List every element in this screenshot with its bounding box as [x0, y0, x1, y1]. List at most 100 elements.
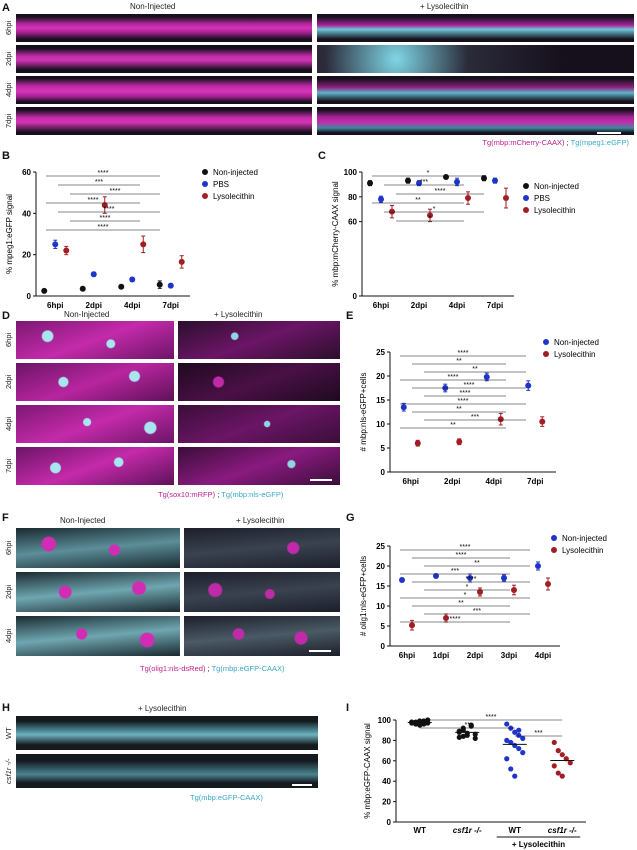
micrograph-d-nonInj-7dpi — [16, 447, 174, 485]
col-header-right-d: + Lysolecithin — [214, 310, 263, 319]
significance-label: **** — [450, 616, 461, 623]
data-point — [101, 202, 108, 209]
data-point — [520, 750, 526, 756]
y-axis-label: % mbp:eGFP-CAAX signal — [363, 723, 372, 819]
micrograph-a-lyso-6hpi — [317, 14, 634, 42]
data-point — [467, 575, 473, 581]
data-point — [456, 734, 462, 740]
micrograph-a-nonInj-6hpi — [16, 14, 312, 42]
y-tick-label: 100 — [378, 716, 392, 725]
y-tick-label: 25 — [376, 542, 385, 551]
y-tick-label: 60 — [382, 757, 391, 766]
x-tick-label: WT — [509, 826, 522, 835]
significance-label: **** — [458, 350, 469, 357]
data-point — [409, 719, 415, 725]
x-tick-label: 4dpi — [486, 477, 502, 486]
significance-label: * — [433, 206, 436, 213]
data-point — [545, 581, 551, 587]
y-tick-label: 0 — [27, 292, 32, 301]
significance-label: **** — [88, 197, 99, 204]
significance-label: ** — [474, 560, 480, 567]
data-point — [512, 729, 518, 735]
data-point — [539, 418, 546, 425]
x-tick-label: 2dpi — [467, 651, 483, 660]
panel-label-i: I — [346, 702, 350, 714]
y-tick-label: 100 — [344, 168, 358, 177]
legend-label: PBS — [213, 180, 229, 189]
significance-label: **** — [98, 224, 109, 231]
scale-bar — [292, 784, 312, 786]
x-tick-label: 2dpi — [86, 301, 102, 310]
y-tick-label: 10 — [376, 420, 385, 429]
significance-label: ** — [415, 197, 421, 204]
x-tick-label: 6hpi — [403, 477, 419, 486]
panel-label-f: F — [2, 512, 9, 524]
panel-label-b: B — [2, 150, 10, 162]
legend-marker — [551, 547, 557, 553]
caption-h: Tg(mbp:eGFP-CAAX) — [190, 793, 263, 802]
micrograph-f-lyso-4dpi — [184, 616, 340, 656]
legend-marker — [202, 169, 208, 175]
micrograph-d-nonInj-2dpi — [16, 363, 174, 401]
data-point — [52, 241, 59, 248]
data-point — [400, 404, 407, 411]
legend-marker — [523, 183, 529, 189]
significance-label: **** — [435, 188, 446, 195]
caption-d: Tg(sox10:mRFP) ; Tg(mbp:nls-eGFP) — [158, 490, 284, 499]
scale-bar — [310, 479, 332, 481]
data-point — [477, 589, 483, 595]
data-point — [508, 766, 514, 772]
significance-label: **** — [98, 170, 109, 177]
micrograph-d-nonInj-6hpi — [16, 321, 174, 359]
panel-label-e: E — [346, 310, 354, 322]
data-point — [497, 416, 504, 423]
legend-label: Lysolecithin — [213, 192, 255, 201]
x-tick-label: 7dpi — [163, 301, 179, 310]
y-axis-label: # olig1:nls-eGFP+cells — [359, 556, 368, 636]
data-point — [472, 735, 478, 741]
panel-label-c: C — [318, 150, 326, 162]
group-label: + Lysolecithin — [512, 840, 565, 849]
panel-label-h: H — [2, 702, 10, 714]
data-point — [555, 770, 561, 776]
significance-label: ** — [450, 422, 456, 429]
x-tick-label: 4dpi — [124, 301, 140, 310]
data-point — [460, 727, 466, 733]
y-tick-label: 60 — [22, 168, 31, 177]
x-tick-label: 3dpi — [501, 651, 517, 660]
data-point — [378, 196, 384, 203]
significance-label: **** — [464, 382, 475, 389]
y-tick-label: 40 — [382, 777, 391, 786]
panel-label-d: D — [2, 310, 10, 322]
legend-marker — [523, 207, 529, 213]
panel-f-micrographs: 6hpi 2dpi 4dpi — [4, 528, 340, 660]
row-label: 4dpi — [4, 628, 13, 644]
data-point — [504, 721, 510, 727]
legend-marker — [543, 339, 549, 345]
data-point — [454, 178, 460, 185]
significance-label: **** — [104, 206, 115, 213]
significance-label: **** — [100, 215, 111, 222]
y-axis-label: # mbp:nls-eGFP+cells — [359, 373, 368, 452]
chart-c: 0 60 80 100 % mbp:mCherry-CAAX signal 6hpi 2dp… — [331, 168, 579, 310]
row-label: 6hpi — [4, 332, 13, 348]
data-point — [129, 276, 136, 283]
data-point — [559, 752, 565, 758]
x-tick-label: 7dpi — [487, 301, 503, 310]
data-point — [414, 440, 421, 447]
data-point — [525, 382, 532, 389]
y-tick-label: 80 — [348, 193, 357, 202]
row-label: 7dpi — [4, 458, 13, 474]
micrograph-a-lyso-4dpi — [317, 76, 634, 104]
micrograph-f-nonInj-6hpi — [16, 528, 180, 568]
caption-f: Tg(olig1:nls-dsRed) ; Tg(mbp:eGFP-CAAX) — [140, 664, 285, 673]
micrograph-f-nonInj-2dpi — [16, 572, 180, 612]
x-tick-label: csf1r -/- — [548, 826, 577, 835]
significance-label: * — [429, 215, 432, 222]
data-point — [167, 282, 174, 289]
micrograph-a-lyso-2dpi — [317, 45, 634, 73]
legend-marker — [543, 351, 549, 357]
data-point — [468, 722, 474, 728]
data-point — [508, 739, 514, 746]
significance-label: *** — [534, 730, 542, 737]
